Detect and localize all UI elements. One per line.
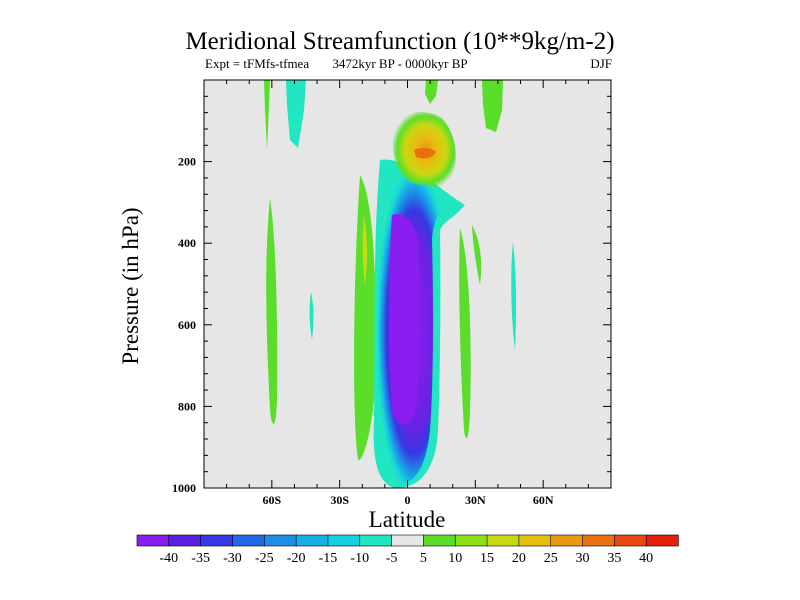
y-axis-title: Pressure (in hPa) <box>118 207 143 364</box>
subtropical-north-band-2 <box>472 225 482 285</box>
subtitle-experiment: Expt = tFMfs-tfmea <box>205 56 310 71</box>
colorbar-swatch <box>136 534 170 547</box>
x-axis-title: Latitude <box>369 507 446 532</box>
y-tick-labels: 200 400 600 800 1000 <box>172 155 196 495</box>
y-tick-label: 1000 <box>172 481 196 495</box>
top-green-band-left <box>264 80 270 150</box>
colorbar-swatch <box>327 534 361 547</box>
colorbar-swatch <box>423 534 456 547</box>
x-tick-label: 60S <box>262 493 281 507</box>
x-tick-label: 0 <box>405 493 411 507</box>
colorbar-label: 15 <box>480 551 494 566</box>
colorbar-label: 30 <box>576 551 590 566</box>
colorbar-swatch <box>454 534 488 547</box>
colorbar-swatch <box>518 534 552 547</box>
x-tick-label: 30N <box>465 493 486 507</box>
colorbar-label: -5 <box>386 551 398 566</box>
equatorial-cell-deep <box>389 214 420 425</box>
subtropical-south-band <box>354 175 376 461</box>
colorbar-swatch <box>359 534 393 547</box>
colorbar-swatch <box>168 534 202 547</box>
colorbar-swatch <box>486 534 520 547</box>
colorbar-label: 5 <box>420 551 427 566</box>
colorbar-label: 25 <box>544 551 558 566</box>
top-green-blob-center <box>425 80 438 104</box>
top-cyan-band-left <box>286 80 306 148</box>
subtropical-north-band <box>459 228 471 439</box>
y-tick-label: 400 <box>178 236 196 250</box>
colorbar-swatch <box>200 534 234 547</box>
subtropical-south-core <box>362 215 368 285</box>
axis-ticks <box>203 79 612 489</box>
colorbar-swatch <box>391 534 425 547</box>
subtitle-season: DJF <box>590 56 612 71</box>
colorbar-label: 35 <box>607 551 621 566</box>
colorbar-label: -15 <box>319 551 338 566</box>
colorbar-swatch <box>295 534 329 547</box>
x-tick-label: 30S <box>330 493 349 507</box>
top-green-band-right <box>482 80 503 132</box>
y-tick-label: 800 <box>178 399 196 413</box>
colorbar-swatch <box>582 534 616 547</box>
colorbar-label: 40 <box>639 551 653 566</box>
x-tick-labels: 60S 30S 0 30N 60N <box>262 493 553 507</box>
colorbar-swatch <box>550 534 584 547</box>
colorbar-swatch <box>232 534 265 547</box>
colorbar-label: -20 <box>287 551 306 566</box>
colorbar-swatch <box>614 534 647 547</box>
y-tick-label: 200 <box>178 155 196 169</box>
southern-midlat-band <box>266 198 278 424</box>
cyan-patch-north <box>511 242 517 350</box>
chart-title: Meridional Streamfunction (10**9kg/m-2) <box>185 28 615 55</box>
colorbar-swatch <box>263 534 297 547</box>
colorbar-swatch <box>645 534 679 547</box>
colorbar-label: -40 <box>159 551 178 566</box>
colorbar: -40 -35 -30 -25 -20 -15 -10 -5 5 10 15 20 25 30 35 40 <box>136 534 679 566</box>
colorbar-label: -10 <box>350 551 369 566</box>
y-tick-label: 600 <box>178 318 196 332</box>
subtitle-time-range: 3472kyr BP - 0000kyr BP <box>332 56 468 71</box>
colorbar-label: -30 <box>223 551 242 566</box>
colorbar-label: 20 <box>512 551 526 566</box>
colorbar-label: -25 <box>255 551 274 566</box>
colorbar-label: 10 <box>448 551 462 566</box>
cyan-patch-south <box>309 292 314 340</box>
upper-cell-core <box>414 147 436 159</box>
contour-fields <box>264 80 517 488</box>
x-tick-label: 60N <box>533 493 554 507</box>
colorbar-label: -35 <box>191 551 210 566</box>
